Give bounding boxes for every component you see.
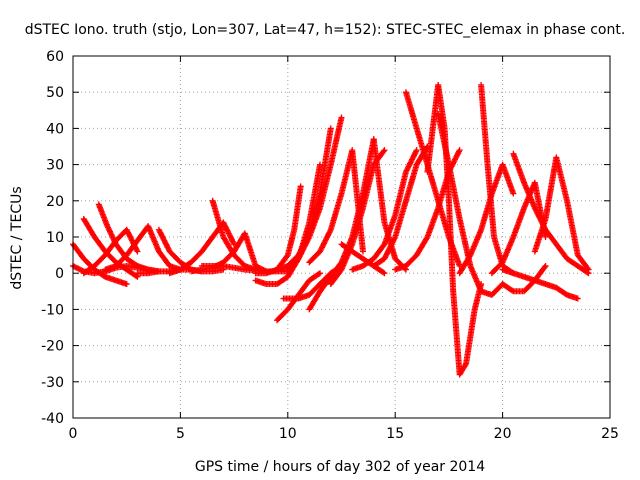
data-point <box>542 234 549 240</box>
data-arc <box>510 150 592 277</box>
y-tick-label: -10 <box>41 302 64 318</box>
data-arc <box>349 147 420 273</box>
y-tick-label: 40 <box>46 121 64 137</box>
data-point <box>315 271 322 278</box>
data-point <box>542 262 549 269</box>
data-point <box>413 147 420 154</box>
data-point <box>380 269 387 276</box>
data-arc <box>166 219 238 277</box>
y-tick-label: 60 <box>46 49 64 65</box>
data-point <box>423 235 430 242</box>
data-arc <box>284 114 345 273</box>
data-arc <box>499 262 549 295</box>
data-point <box>359 248 366 255</box>
data-point <box>123 281 130 288</box>
y-tick-label: -30 <box>41 375 64 391</box>
data-point <box>327 125 334 132</box>
y-tick-label: 30 <box>46 158 64 174</box>
data-point <box>381 270 388 277</box>
data-point <box>134 248 141 255</box>
data-arc <box>80 226 141 277</box>
y-tick-label: 20 <box>46 194 64 210</box>
data-arc <box>488 179 549 277</box>
x-tick-label: 10 <box>279 426 297 442</box>
plot-area <box>70 81 592 378</box>
data-arc <box>435 110 506 298</box>
data-point <box>509 287 516 294</box>
y-tick-label: 0 <box>55 266 64 282</box>
y-tick-label: 50 <box>46 85 64 101</box>
y-tick-label: 10 <box>46 230 64 246</box>
data-point <box>338 114 345 121</box>
data-arc <box>306 147 366 266</box>
data-point <box>297 183 304 190</box>
data-point <box>133 273 140 280</box>
data-point <box>585 266 592 273</box>
data-point <box>541 264 548 271</box>
data-arc <box>80 215 141 280</box>
x-tick-label: 20 <box>494 426 512 442</box>
x-axis-label: GPS time / hours of day 302 of year 2014 <box>195 459 485 475</box>
y-tick-label: -20 <box>41 339 64 355</box>
data-point <box>510 190 517 197</box>
data-arc <box>274 270 324 324</box>
data-point <box>380 148 387 155</box>
x-tick-label: 0 <box>69 426 78 442</box>
data-point <box>584 265 591 272</box>
data-arc <box>531 154 592 273</box>
data-point <box>456 147 463 154</box>
data-arc <box>424 81 485 378</box>
data-point <box>574 295 581 302</box>
axis-ticks: 0 5 10 15 20 25 -40 -30 -20 -10 0 10 20 30 40 50 60 <box>41 49 619 442</box>
x-tick-label: 25 <box>601 426 619 442</box>
x-tick-label: 5 <box>176 426 185 442</box>
data-point <box>283 253 290 260</box>
y-axis-label: dSTEC / TECUs <box>9 186 25 289</box>
y-tick-label: -40 <box>41 411 64 427</box>
data-point <box>381 147 388 154</box>
data-point <box>317 270 324 277</box>
x-tick-label: 15 <box>386 426 404 442</box>
data-arc <box>327 147 388 288</box>
chart-title: dSTEC Iono. truth (stjo, Lon=307, Lat=47… <box>25 22 626 38</box>
